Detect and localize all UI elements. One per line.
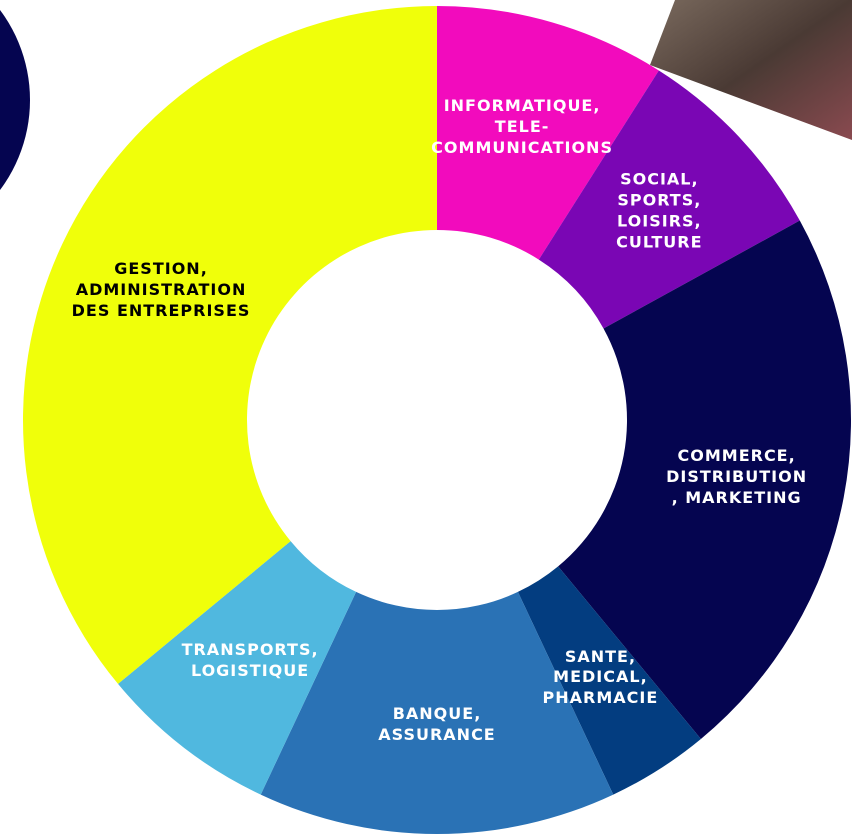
- slice-label: GESTION, ADMINISTRATION DES ENTREPRISES: [71, 258, 251, 320]
- donut-slice: [517, 566, 701, 795]
- slice-label: COMMERCE, DISTRIBUTION , MARKETING: [666, 445, 808, 507]
- slice-label: SANTE, MEDICAL, PHARMACIE: [542, 646, 659, 707]
- donut-slice: [118, 541, 357, 795]
- donut-slice: [437, 6, 659, 260]
- slice-label: SOCIAL, SPORTS, LOISIRS, CULTURE: [616, 169, 703, 251]
- donut-slice: [22, 6, 437, 684]
- decor-circle: [0, 10, 30, 190]
- slice-label: INFORMATIQUE, TELE- COMMUNICATIONS: [431, 95, 613, 157]
- slice-label: BANQUE, ASSURANCE: [378, 704, 496, 744]
- donut-slice: [260, 591, 614, 834]
- donut-slice: [558, 220, 851, 739]
- slice-label: TRANSPORTS, LOGISTIQUE: [181, 640, 319, 680]
- photo: [650, 0, 852, 140]
- donut-slice: [538, 70, 800, 329]
- donut: [22, 6, 851, 834]
